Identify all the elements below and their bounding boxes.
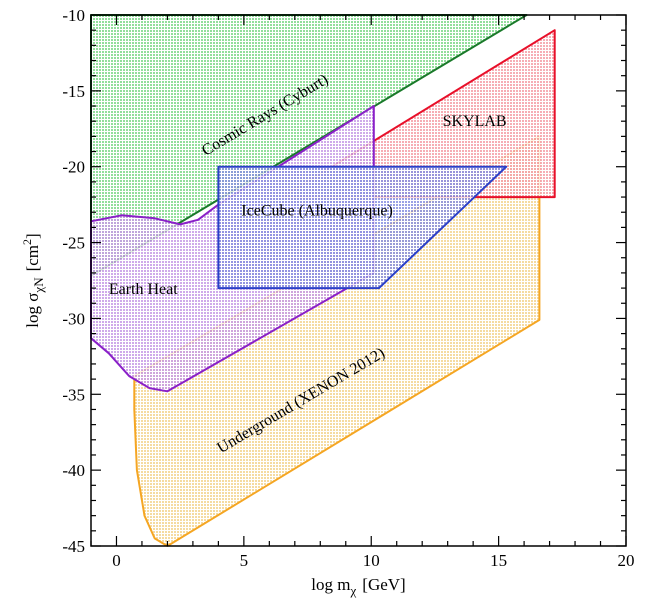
x-axis-title-unit: [GeV]	[362, 575, 405, 594]
x-tick-label: 10	[363, 551, 380, 570]
y-axis-title-unit-close: ]	[23, 233, 42, 239]
y-tick-label: -30	[62, 309, 85, 328]
y-tick-label: -10	[62, 6, 85, 25]
y-axis-title: log σχN [cm2]	[20, 233, 46, 327]
y-tick-label: -15	[62, 82, 85, 101]
icecube-albuquerque-region	[217, 165, 508, 290]
y-tick-label: -45	[62, 537, 85, 556]
plot-frame	[90, 14, 627, 547]
y-tick-label: -35	[62, 385, 85, 404]
x-axis-title: log mχ [GeV]	[311, 575, 405, 598]
axis-ticks	[90, 14, 627, 547]
icecube-albuquerque-label: IceCube (Albuquerque)	[241, 202, 392, 219]
y-axis-title-sub: χN	[31, 277, 46, 294]
y-axis-title-unit-sup: 2	[20, 239, 34, 245]
x-tick-label: 15	[490, 551, 507, 570]
x-tick-label: 20	[618, 551, 635, 570]
y-axis-title-unit: [cm	[23, 245, 42, 271]
earth-heat-label: Earth Heat	[109, 281, 178, 298]
chart-regions	[90, 14, 556, 547]
x-axis-title-main: log m	[311, 575, 350, 594]
x-tick-label: 5	[240, 551, 249, 570]
y-tick-label: -25	[62, 234, 85, 253]
y-tick-label: -40	[62, 461, 85, 480]
skylab-label: SKYLAB	[443, 113, 507, 130]
y-axis-title-main: log σ	[23, 293, 42, 328]
x-axis-title-sub: χ	[350, 583, 357, 598]
x-tick-label: 0	[112, 551, 121, 570]
axis-tick-labels: 0 5 10 15 20 -10 -15 -20 -25 -30 -35 -40 -45	[62, 6, 634, 570]
y-tick-label: -20	[62, 158, 85, 177]
